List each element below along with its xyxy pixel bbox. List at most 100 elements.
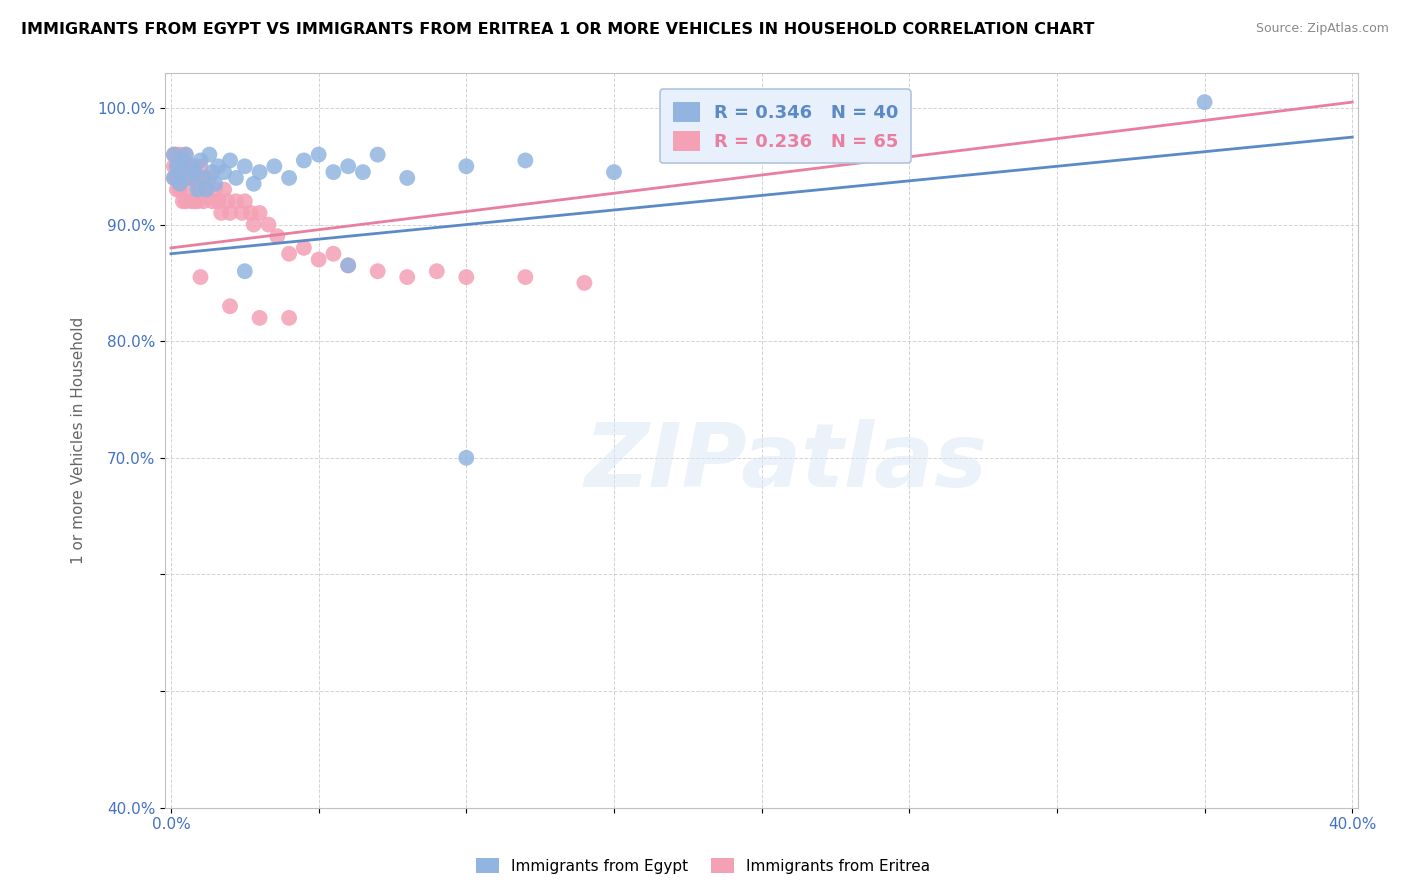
Point	[603, 165, 626, 179]
Point	[337, 259, 360, 273]
Point	[187, 183, 209, 197]
Point	[257, 218, 280, 232]
Point	[337, 159, 360, 173]
Point	[183, 170, 205, 185]
Point	[278, 170, 301, 185]
Point	[249, 165, 271, 179]
Point	[456, 450, 478, 465]
Point	[1194, 95, 1216, 110]
Point	[209, 206, 232, 220]
Point	[337, 259, 360, 273]
Point	[233, 194, 256, 209]
Point	[225, 194, 247, 209]
Point	[177, 170, 200, 185]
Point	[204, 177, 226, 191]
Point	[166, 183, 188, 197]
Point	[367, 147, 389, 161]
Point	[180, 194, 202, 209]
Point	[190, 153, 212, 168]
Legend: R = 0.346   N = 40, R = 0.236   N = 65: R = 0.346 N = 40, R = 0.236 N = 65	[659, 89, 911, 163]
Point	[169, 147, 191, 161]
Point	[212, 183, 235, 197]
Point	[174, 159, 197, 173]
Point	[187, 170, 209, 185]
Point	[177, 183, 200, 197]
Point	[174, 194, 197, 209]
Point	[352, 165, 374, 179]
Point	[204, 183, 226, 197]
Point	[169, 177, 191, 191]
Point	[174, 170, 197, 185]
Point	[249, 310, 271, 325]
Point	[242, 218, 264, 232]
Point	[180, 170, 202, 185]
Point	[183, 165, 205, 179]
Point	[266, 229, 288, 244]
Point	[217, 194, 239, 209]
Point	[242, 177, 264, 191]
Point	[166, 147, 188, 161]
Point	[193, 194, 215, 209]
Point	[263, 159, 285, 173]
Point	[308, 252, 330, 267]
Point	[278, 310, 301, 325]
Point	[163, 170, 186, 185]
Point	[207, 159, 229, 173]
Point	[198, 147, 221, 161]
Point	[212, 165, 235, 179]
Point	[193, 170, 215, 185]
Legend: Immigrants from Egypt, Immigrants from Eritrea: Immigrants from Egypt, Immigrants from E…	[470, 852, 936, 880]
Point	[169, 165, 191, 179]
Point	[163, 147, 186, 161]
Point	[219, 206, 242, 220]
Point	[278, 246, 301, 260]
Text: IMMIGRANTS FROM EGYPT VS IMMIGRANTS FROM ERITREA 1 OR MORE VEHICLES IN HOUSEHOLD: IMMIGRANTS FROM EGYPT VS IMMIGRANTS FROM…	[21, 22, 1094, 37]
Point	[177, 159, 200, 173]
Text: ZIPatlas: ZIPatlas	[583, 419, 987, 506]
Point	[308, 147, 330, 161]
Text: Source: ZipAtlas.com: Source: ZipAtlas.com	[1256, 22, 1389, 36]
Point	[233, 159, 256, 173]
Point	[219, 299, 242, 313]
Point	[456, 270, 478, 285]
Point	[177, 170, 200, 185]
Point	[322, 165, 344, 179]
Point	[166, 159, 188, 173]
Point	[574, 276, 596, 290]
Point	[172, 159, 194, 173]
Point	[169, 170, 191, 185]
Point	[201, 194, 224, 209]
Point	[190, 159, 212, 173]
Point	[183, 194, 205, 209]
Point	[169, 159, 191, 173]
Point	[231, 206, 253, 220]
Point	[190, 183, 212, 197]
Point	[198, 170, 221, 185]
Point	[219, 153, 242, 168]
Point	[180, 159, 202, 173]
Point	[166, 170, 188, 185]
Point	[207, 194, 229, 209]
Point	[239, 206, 262, 220]
Point	[322, 246, 344, 260]
Point	[292, 241, 315, 255]
Point	[396, 270, 419, 285]
Point	[456, 159, 478, 173]
Point	[163, 159, 186, 173]
Point	[426, 264, 449, 278]
Point	[180, 159, 202, 173]
Point	[172, 153, 194, 168]
Y-axis label: 1 or more Vehicles in Household: 1 or more Vehicles in Household	[72, 317, 86, 564]
Point	[163, 170, 186, 185]
Point	[190, 270, 212, 285]
Point	[195, 183, 218, 197]
Point	[233, 264, 256, 278]
Point	[172, 170, 194, 185]
Point	[195, 183, 218, 197]
Point	[166, 159, 188, 173]
Point	[515, 153, 537, 168]
Point	[169, 183, 191, 197]
Point	[174, 147, 197, 161]
Point	[172, 194, 194, 209]
Point	[183, 159, 205, 173]
